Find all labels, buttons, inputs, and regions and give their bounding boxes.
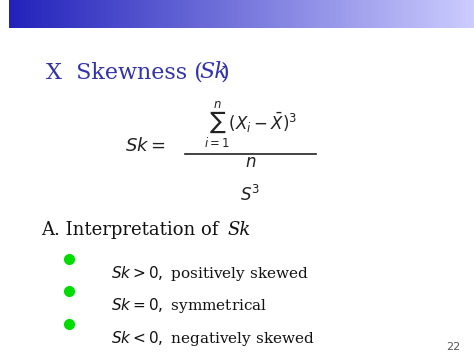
Text: A. Interpretation of: A. Interpretation of (41, 221, 224, 239)
Text: Sk: Sk (200, 61, 228, 83)
Text: X  Skewness (: X Skewness ( (46, 61, 203, 83)
Text: $Sk =$: $Sk =$ (125, 137, 165, 155)
Text: $n$: $n$ (245, 154, 256, 171)
Text: $\sum_{i=1}^{n}(X_i - \bar{X})^3$: $\sum_{i=1}^{n}(X_i - \bar{X})^3$ (204, 100, 297, 150)
Text: $S^3$: $S^3$ (240, 185, 261, 205)
Text: Sk: Sk (228, 221, 251, 239)
Text: $Sk > 0,$ positively skewed: $Sk > 0,$ positively skewed (111, 263, 309, 283)
Text: $Sk < 0,$ negatively skewed: $Sk < 0,$ negatively skewed (111, 329, 315, 348)
Text: 22: 22 (446, 342, 460, 352)
Text: ): ) (220, 61, 229, 83)
Text: $Sk = 0,$ symmetrical: $Sk = 0,$ symmetrical (111, 296, 267, 315)
